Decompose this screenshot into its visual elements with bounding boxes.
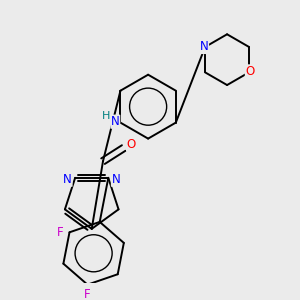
Text: N: N [111, 115, 120, 128]
Text: N: N [200, 40, 208, 53]
Text: H: H [102, 111, 110, 121]
Text: F: F [57, 226, 63, 239]
Text: N: N [111, 173, 120, 186]
Text: O: O [127, 138, 136, 151]
Text: O: O [245, 65, 255, 78]
Text: N: N [63, 173, 72, 186]
Text: F: F [84, 287, 91, 300]
